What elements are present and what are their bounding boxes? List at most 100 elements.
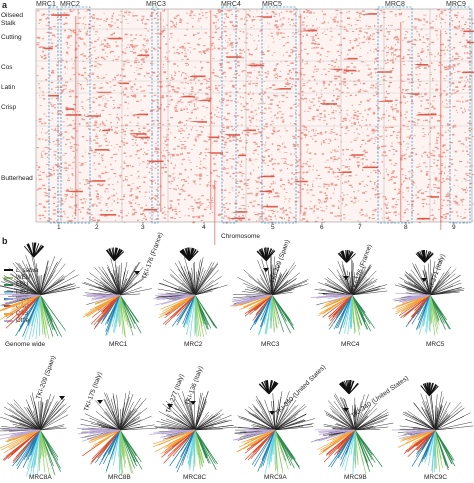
tree-sativa-cluster [179,247,199,262]
tree-colored-clade [317,294,353,317]
tree-sativa-cluster [105,247,125,262]
tree-sativa-cluster [338,379,359,395]
tree-colored-clade [397,429,436,448]
tree-colored-clade [2,429,41,464]
tree-colored-clade [39,294,66,337]
tree-colored-clade [194,429,218,471]
accession-arrow-icon [97,400,103,404]
tree-colored-clade [12,429,41,470]
legend-item: WEU [4,275,38,282]
tree-mrc4 [310,249,388,336]
tree-colored-clade [76,428,121,442]
tree-colored-clade [418,294,431,335]
legend-swatch [4,298,13,301]
tree-colored-clade [310,293,353,303]
tree-colored-clade [244,429,276,461]
tree-colored-clade [251,429,276,472]
chromosome-tick-8: 8 [404,224,408,231]
tree-colored-clade [322,294,353,327]
accession-arrow-icon [134,271,140,275]
tree-colored-clade [271,294,295,334]
region-highlight-box [48,6,59,224]
tree-branches [314,259,388,306]
tree-colored-clade [119,294,134,338]
tree-colored-clade [0,429,41,454]
tree-branches [155,256,228,301]
group-label-oilseed: Oilseed [1,12,24,19]
chromosome-tick-4: 4 [202,224,206,231]
tree-colored-clade [236,429,276,453]
tree-colored-clade [392,294,431,315]
tree-mrc9c [391,382,474,473]
tree-label-mrc8b: MRC8B [108,474,131,481]
tree-colored-clade [38,429,51,478]
heatmap-dense-column [300,14,302,214]
chromosome-tick-1: 1 [57,224,61,231]
tree-colored-clade [5,294,41,329]
legend-item: WAS [4,297,38,304]
heatmap-dense-column [400,22,402,222]
tree-colored-clade [90,294,121,330]
region-highlight-box [377,6,413,224]
accession-arrow-icon [263,268,269,272]
region-highlight-box [60,6,91,224]
tree-colored-clade [317,429,356,456]
tree-colored-clade [351,294,375,332]
heatmap-frame [35,8,473,223]
tree-colored-clade [270,294,280,333]
tree-colored-clade [149,429,196,438]
region-highlight-box [151,6,159,224]
tree-colored-clade [429,294,451,330]
tree-colored-clade [0,294,41,320]
tree-mrc9a [232,380,315,475]
tree-mrc5 [392,249,465,336]
chromosome-tick-9: 9 [452,224,456,231]
heatmap-dense-column [75,16,77,216]
legend-item: L. sativa [4,268,38,275]
chromosome-tick-7: 7 [358,224,362,231]
tree-colored-clade [169,429,196,473]
region-label-mrc2: MRC2 [60,1,80,8]
legend-swatch [4,276,13,279]
phylogenetic-trees [0,242,474,478]
tree-colored-clade [26,429,41,478]
region-label-mrc9: MRC9 [446,1,466,8]
tree-label-mrc5: MRC5 [426,341,445,348]
tree-colored-clade [429,294,440,336]
heatmap-dense-column [440,30,442,230]
tree-colored-clade [354,429,367,474]
group-label-cutting: Cutting [1,34,22,41]
group-label-crisp: Crisp [1,104,17,111]
tree-branches [80,391,158,440]
heatmap-dense-column [214,180,216,245]
tree-colored-clade [249,294,273,331]
region-highlight-box [261,6,297,224]
tree-colored-clade [434,429,456,471]
tree-mrc8c [149,390,237,473]
tree-label-mrc8c: MRC8C [183,474,207,481]
tree-label-mrc9c: MRC9C [424,474,448,481]
tree-branches [0,392,71,435]
chromosome-tick-5: 5 [271,224,275,231]
tree-label-mrc8a: MRC8A [29,474,52,481]
accession-arrow-icon [59,396,65,400]
legend-swatch [4,319,13,322]
tree-colored-clade [341,429,356,475]
legend-swatch [4,283,13,286]
heatmap-dense-column [210,10,212,210]
accession-arrow-icon [269,411,275,415]
tree-colored-clade [392,292,431,303]
tree-label-mrc1: MRC1 [109,341,128,348]
chromosome-tick-6: 6 [320,224,324,231]
heatmap-variant-cells [36,9,474,224]
tree-label-genome-wide: Genome wide [5,341,46,348]
tree-colored-clade [328,294,353,335]
group-label-butterhead: Butterhead [1,175,33,182]
tree-colored-clade [391,429,436,439]
tree-mrc8b [76,391,158,476]
tree-colored-clade [39,294,50,339]
heatmap-dense-column [160,12,162,212]
tree-label-mrc9b: MRC9B [344,474,367,481]
tree-colored-clade [82,294,121,318]
tree-colored-clade [82,293,121,304]
